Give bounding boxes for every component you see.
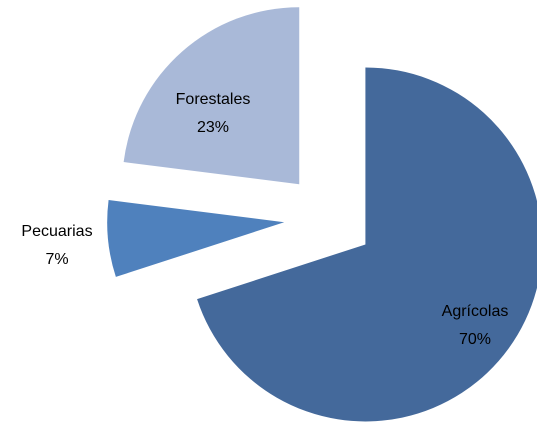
slice-label: Forestales	[176, 91, 251, 108]
pie-slice	[107, 200, 285, 277]
slice-label: Pecuarias	[21, 223, 92, 240]
slice-value-label: 70%	[459, 331, 491, 348]
slice-label: Agrícolas	[442, 303, 509, 320]
pie-slice	[123, 7, 300, 185]
slice-value-label: 7%	[45, 251, 68, 268]
slice-value-label: 23%	[197, 119, 229, 136]
pie-slice	[197, 67, 537, 422]
